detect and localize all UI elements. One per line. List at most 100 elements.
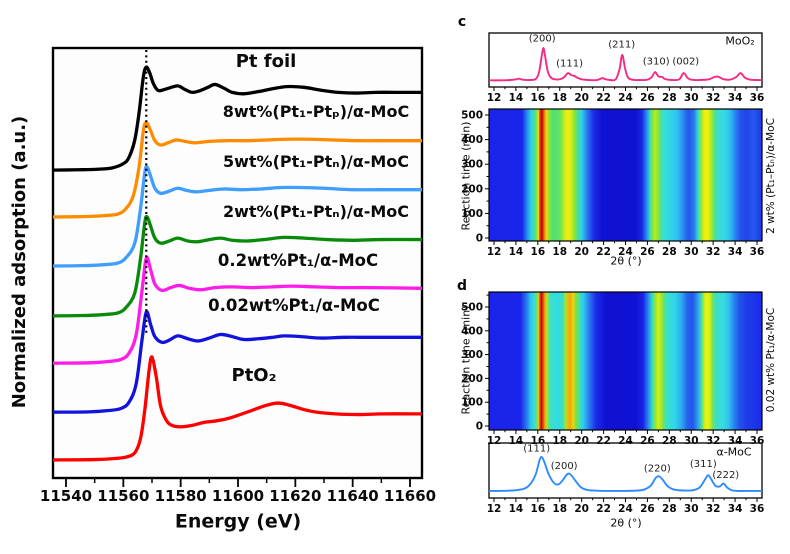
svg-text:34: 34 xyxy=(728,246,743,258)
curve-label-2wt: 2wt%(Pt₁-Ptₙ)/α-MoC xyxy=(222,202,410,221)
svg-text:36: 36 xyxy=(750,435,765,447)
svg-text:11600: 11600 xyxy=(212,487,264,505)
svg-text:14: 14 xyxy=(509,435,524,447)
svg-text:16: 16 xyxy=(531,435,546,447)
curve-label-5wt: 5wt%(Pt₁-Ptₙ)/α-MoC xyxy=(222,152,410,171)
svg-text:(220): (220) xyxy=(644,464,671,475)
svg-text:300: 300 xyxy=(461,159,483,171)
svg-text:11540: 11540 xyxy=(40,487,92,505)
svg-text:28: 28 xyxy=(662,246,677,258)
heatmap-d-sample-label: 0.02 wt% Pt₁/α-MoC xyxy=(764,307,777,413)
svg-text:32: 32 xyxy=(706,503,721,515)
svg-text:24: 24 xyxy=(618,246,633,258)
panel-letter-c: c xyxy=(457,14,467,30)
svg-text:(002): (002) xyxy=(672,56,699,67)
svg-text:24: 24 xyxy=(618,503,633,515)
svg-text:26: 26 xyxy=(640,435,655,447)
svg-text:14: 14 xyxy=(509,246,524,258)
svg-text:12: 12 xyxy=(487,92,502,104)
svg-text:20: 20 xyxy=(574,503,589,515)
svg-text:22: 22 xyxy=(596,435,611,447)
svg-text:22: 22 xyxy=(596,503,611,515)
svg-text:18: 18 xyxy=(552,435,567,447)
svg-text:12: 12 xyxy=(487,503,502,515)
svg-text:26: 26 xyxy=(640,503,655,515)
svg-text:11660: 11660 xyxy=(384,487,436,505)
svg-text:14: 14 xyxy=(509,92,524,104)
svg-text:11580: 11580 xyxy=(155,487,207,505)
svg-text:(310): (310) xyxy=(643,56,670,67)
svg-text:100: 100 xyxy=(461,208,483,220)
svg-text:(211): (211) xyxy=(608,40,635,51)
svg-text:30: 30 xyxy=(684,92,699,104)
svg-text:24: 24 xyxy=(618,92,633,104)
svg-text:20: 20 xyxy=(574,435,589,447)
svg-text:11560: 11560 xyxy=(97,487,149,505)
heatmap-c-x-axis-title: 2θ (°) xyxy=(610,254,642,268)
svg-text:100: 100 xyxy=(461,397,483,409)
svg-text:(200): (200) xyxy=(529,34,556,45)
svg-text:0: 0 xyxy=(476,233,483,245)
heatmap-c-y-axis-title: Reaction time (min) xyxy=(459,121,473,231)
svg-text:(222): (222) xyxy=(712,470,739,481)
amoc-title: α-MoC xyxy=(716,445,752,459)
svg-text:24: 24 xyxy=(618,435,633,447)
heatmap-c-sample-label: 2 wt% (Pt₁–Ptₙ)/α-MoC xyxy=(764,118,777,234)
svg-text:300: 300 xyxy=(461,349,483,361)
svg-text:34: 34 xyxy=(728,435,743,447)
svg-text:34: 34 xyxy=(728,503,743,515)
svg-text:30: 30 xyxy=(684,435,699,447)
curve-label-pt-foil: Pt foil xyxy=(235,51,297,72)
svg-text:200: 200 xyxy=(461,183,483,195)
curve-label-02wt: 0.2wt%Pt₁/α-MoC xyxy=(217,250,379,270)
amoc-x-axis-title: 2θ (°) xyxy=(610,516,642,530)
curve-label-pto2: PtO₂ xyxy=(231,365,277,386)
curve-label-8wt: 8wt%(Pt₁-Ptₚ)/α-MoC xyxy=(222,102,410,121)
svg-text:34: 34 xyxy=(728,92,743,104)
heatmap-d-y-axis-title: Reaction time (min) xyxy=(459,305,473,415)
svg-text:11640: 11640 xyxy=(327,487,379,505)
svg-text:16: 16 xyxy=(531,92,546,104)
svg-text:18: 18 xyxy=(552,92,567,104)
svg-text:18: 18 xyxy=(552,503,567,515)
svg-text:500: 500 xyxy=(461,302,483,314)
svg-text:400: 400 xyxy=(461,325,483,337)
svg-text:400: 400 xyxy=(461,134,483,146)
svg-text:32: 32 xyxy=(706,435,721,447)
svg-text:11620: 11620 xyxy=(269,487,321,505)
moo2-title: MoO₂ xyxy=(725,34,755,48)
svg-text:16: 16 xyxy=(531,246,546,258)
svg-text:36: 36 xyxy=(750,92,765,104)
svg-text:(111): (111) xyxy=(523,443,550,454)
svg-text:200: 200 xyxy=(461,373,483,385)
svg-text:20: 20 xyxy=(574,92,589,104)
svg-text:(111): (111) xyxy=(556,58,583,69)
svg-text:30: 30 xyxy=(684,246,699,258)
svg-text:22: 22 xyxy=(596,246,611,258)
svg-text:36: 36 xyxy=(750,503,765,515)
svg-text:0: 0 xyxy=(476,421,483,433)
svg-text:500: 500 xyxy=(461,110,483,122)
svg-text:32: 32 xyxy=(706,246,721,258)
svg-text:16: 16 xyxy=(531,503,546,515)
svg-text:36: 36 xyxy=(750,246,765,258)
svg-text:30: 30 xyxy=(684,503,699,515)
svg-text:12: 12 xyxy=(487,246,502,258)
svg-text:20: 20 xyxy=(574,246,589,258)
svg-text:28: 28 xyxy=(662,92,677,104)
svg-text:(200): (200) xyxy=(551,461,578,472)
xanes-y-axis-title: Normalized adsorption (a.u.) xyxy=(9,115,30,409)
svg-text:18: 18 xyxy=(552,246,567,258)
svg-text:22: 22 xyxy=(596,92,611,104)
svg-text:(311): (311) xyxy=(690,459,717,470)
svg-text:26: 26 xyxy=(640,92,655,104)
curve-label-002wt: 0.02wt%Pt₁/α-MoC xyxy=(208,295,380,315)
svg-text:28: 28 xyxy=(662,435,677,447)
svg-text:12: 12 xyxy=(487,435,502,447)
svg-text:32: 32 xyxy=(706,92,721,104)
panel-letter-d: d xyxy=(456,278,468,294)
svg-text:14: 14 xyxy=(509,503,524,515)
svg-text:26: 26 xyxy=(640,246,655,258)
